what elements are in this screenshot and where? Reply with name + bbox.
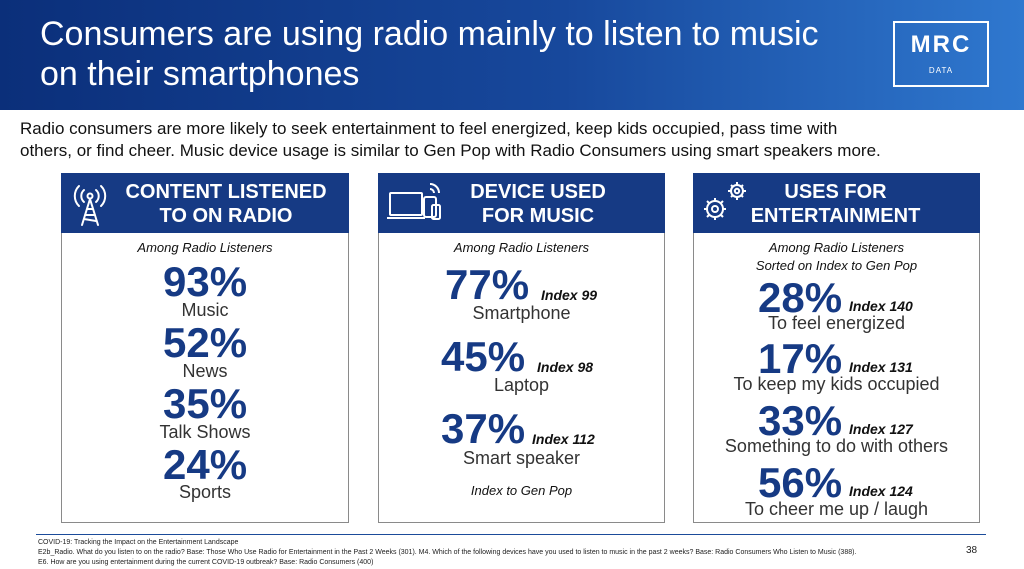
panel-note: Among Radio Listeners	[453, 240, 590, 255]
footer-notes: COVID-19: Tracking the Impact on the Ent…	[38, 538, 958, 568]
footer-line-2: E2b_Radio. What do you listen to on the …	[38, 549, 857, 556]
stat-index: Index 112	[532, 431, 595, 447]
slide-title-line-2: on their smartphones	[40, 55, 360, 93]
stat-percent: 37%	[441, 405, 526, 452]
panel-device-used: DEVICE USED FOR MUSIC Among Radio Listen…	[378, 173, 665, 523]
panel-note: Among Radio Listeners	[137, 240, 273, 255]
footer-line-3: E6. How are you using entertainment duri…	[38, 559, 374, 566]
index-footnote: Index to Gen Pop	[470, 483, 573, 498]
stat-percent: 93%	[163, 258, 248, 305]
stat-label: Smartphone	[472, 303, 571, 323]
stat-label: Something to do with others	[724, 436, 949, 456]
stat-index: Index 140	[849, 298, 913, 314]
slide-title-line-1: Consumers are using radio mainly to list…	[40, 15, 819, 53]
stat-percent: 35%	[163, 380, 248, 427]
heading-line-2: FOR MUSIC	[481, 205, 595, 227]
stat-label: Laptop	[493, 375, 550, 395]
header-banner: Consumers are using radio mainly to list…	[0, 0, 1024, 110]
devices-icon	[387, 183, 441, 220]
panel-heading-text: USES FOR ENTERTAINMENT	[733, 180, 938, 228]
stat-percent: 33%	[758, 397, 843, 444]
subtitle-line-2: others, or find cheer. Music device usag…	[20, 141, 881, 160]
stat-label: To keep my kids occupied	[733, 374, 940, 394]
stat-label: To feel energized	[767, 313, 906, 333]
stat-percent: 17%	[758, 335, 843, 382]
stat-percent: 24%	[163, 441, 248, 488]
stat-label: Smart speaker	[462, 448, 581, 468]
stat-index: Index 131	[849, 359, 913, 375]
stat-index: Index 127	[849, 421, 913, 437]
stat-percent: 56%	[758, 459, 843, 506]
panel-uses-for-entertainment: USES FOR ENTERTAINMENT Among Radio Liste…	[693, 173, 980, 523]
stat-percent: 45%	[441, 333, 526, 380]
stat-label: News	[182, 361, 228, 381]
stat-index: Index 98	[537, 359, 594, 375]
page-number: 38	[966, 545, 978, 556]
stat-percent: 52%	[163, 319, 248, 366]
radio-tower-icon	[73, 185, 107, 226]
panel-note: Sorted on Index to Gen Pop	[755, 258, 918, 273]
panel-heading-text: DEVICE USED FOR MUSIC	[438, 180, 638, 228]
stat-label: Talk Shows	[159, 422, 251, 442]
mrc-data-logo: MRC DATA	[893, 21, 989, 87]
panel-heading-text: CONTENT LISTENED TO ON RADIO	[111, 180, 341, 228]
stat-index: Index 124	[849, 483, 913, 499]
logo-name: MRC	[910, 31, 972, 58]
stat-index: Index 99	[541, 287, 598, 303]
stat-label: Music	[181, 300, 229, 320]
panel-heading: CONTENT LISTENED TO ON RADIO	[61, 173, 349, 233]
stat-label: To cheer me up / laugh	[744, 499, 929, 519]
gears-icon	[704, 182, 746, 220]
slide-title: Consumers are using radio mainly to list…	[40, 14, 890, 94]
panel-note: Among Radio Listeners	[768, 240, 905, 255]
panel-heading: DEVICE USED FOR MUSIC	[378, 173, 665, 233]
stat-label: Sports	[178, 482, 232, 502]
heading-line-1: CONTENT LISTENED	[125, 181, 327, 203]
footer-divider	[36, 534, 986, 535]
stat-percent: 28%	[758, 274, 843, 321]
subtitle-line-1: Radio consumers are more likely to seek …	[20, 119, 838, 138]
footer-line-1: COVID-19: Tracking the Impact on the Ent…	[38, 539, 239, 546]
heading-line-2: TO ON RADIO	[159, 205, 293, 227]
heading-line-2: ENTERTAINMENT	[750, 205, 921, 227]
heading-line-1: DEVICE USED	[470, 181, 606, 203]
slide-subtitle: Radio consumers are more likely to seek …	[20, 118, 1010, 162]
panel-content-listened: CONTENT LISTENED TO ON RADIO Among Radio…	[61, 173, 349, 523]
heading-line-1: USES FOR	[784, 181, 887, 203]
stat-percent: 77%	[445, 261, 530, 308]
panel-heading: USES FOR ENTERTAINMENT	[693, 173, 980, 233]
logo-sub: DATA	[928, 66, 954, 75]
